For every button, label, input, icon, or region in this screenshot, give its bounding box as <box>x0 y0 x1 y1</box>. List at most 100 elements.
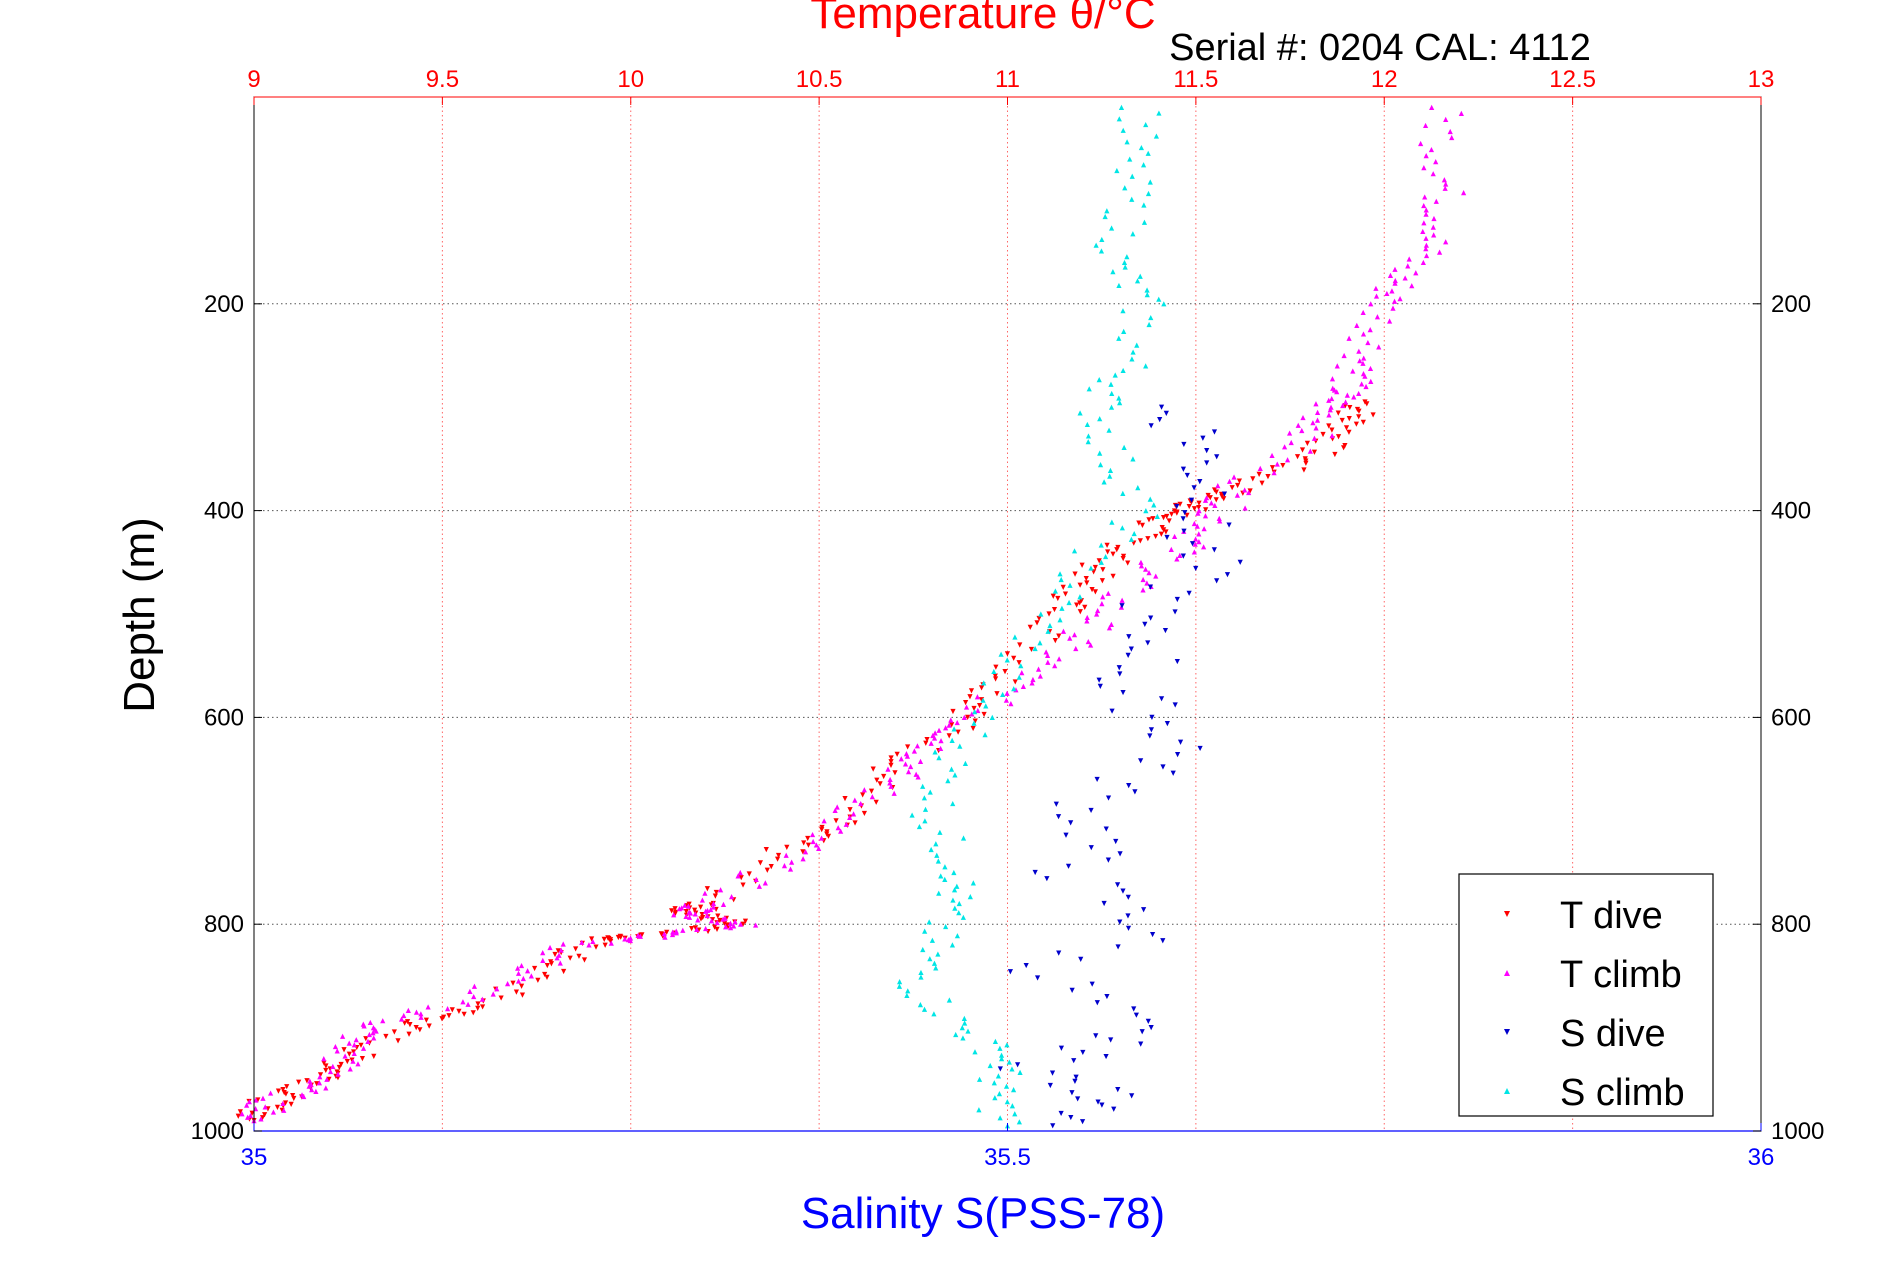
s-climb-point <box>916 823 923 830</box>
t-climb-point <box>1196 539 1202 545</box>
t-climb-point <box>622 936 628 942</box>
t-climb-point <box>270 1109 277 1115</box>
t-climb-point <box>1368 378 1374 384</box>
t-dive-point <box>1329 427 1335 433</box>
t-climb-point <box>371 1035 377 1041</box>
s-climb-point <box>972 709 978 715</box>
s-dive-point <box>1075 1096 1081 1102</box>
s-dive-point <box>997 1066 1003 1072</box>
t-climb-point <box>540 957 546 963</box>
t-climb-point <box>1376 344 1382 350</box>
t-dive-point <box>955 729 961 735</box>
t-climb-point <box>247 1112 254 1119</box>
s-dive-point <box>1186 590 1192 596</box>
right-tick-label: 1000 <box>1771 1118 1824 1145</box>
t-dive-point <box>740 882 746 888</box>
t-dive-point <box>1004 651 1011 657</box>
s-climb-point <box>949 737 955 743</box>
t-climb-point <box>1421 220 1427 226</box>
s-climb-point <box>1106 427 1112 433</box>
t-climb-point <box>1288 439 1294 446</box>
t-climb-point <box>1215 483 1221 489</box>
t-dive-point <box>669 908 675 914</box>
t-climb-point <box>832 807 838 814</box>
t-dive-point <box>498 995 504 1001</box>
t-climb-point <box>714 919 720 926</box>
t-climb-point <box>781 863 788 869</box>
t-dive-point <box>567 955 573 961</box>
t-climb-point <box>1314 409 1321 415</box>
chart-subtitle: Serial #: 0204 CAL: 4112 <box>1169 27 1591 69</box>
t-dive-point <box>721 920 728 927</box>
s-climb-point <box>1084 421 1090 428</box>
t-dive-point <box>1017 642 1023 648</box>
t-climb-point <box>1423 242 1429 248</box>
s-dive-point <box>1197 479 1203 485</box>
s-climb-point <box>936 755 942 761</box>
t-climb-point <box>1100 594 1106 600</box>
t-climb-point <box>558 947 564 953</box>
t-climb-point <box>1004 690 1010 696</box>
s-dive-point <box>1149 714 1155 720</box>
s-climb-point <box>936 890 942 896</box>
t-climb-point <box>1334 389 1340 395</box>
t-climb-point <box>1391 298 1398 304</box>
t-dive-point <box>672 906 678 912</box>
t-dive-point <box>304 1078 310 1084</box>
s-dive-point <box>1125 913 1131 919</box>
t-climb-point <box>301 1093 307 1100</box>
s-dive-point <box>1089 981 1095 987</box>
t-dive-point <box>280 1087 286 1093</box>
x-axis-label: Salinity S(PSS-78) <box>801 1189 1165 1238</box>
s-climb-point <box>1119 525 1125 531</box>
s-climb-point <box>1120 367 1126 374</box>
t-dive-point <box>1062 591 1069 597</box>
s-climb-point <box>1128 536 1134 542</box>
s-climb-point <box>1101 479 1107 485</box>
s-dive-point <box>1109 708 1115 714</box>
t-dive-point <box>470 1010 476 1016</box>
t-dive-point <box>709 917 716 923</box>
s-climb-point <box>956 900 962 907</box>
t-climb-point <box>418 1014 424 1020</box>
t-dive-point <box>456 1008 462 1014</box>
s-dive-point <box>1160 764 1166 770</box>
s-climb-point <box>1009 1103 1015 1109</box>
s-dive-point <box>1180 553 1186 559</box>
t-climb-point <box>504 981 511 987</box>
t-dive-point <box>1265 474 1271 480</box>
left-tick-label: 600 <box>204 704 244 731</box>
right-tick-label: 200 <box>1771 291 1811 318</box>
s-dive-point <box>1147 584 1154 590</box>
t-climb-point <box>694 926 700 932</box>
s-dive-point <box>1104 993 1110 1000</box>
t-dive-point <box>446 1013 452 1019</box>
top-tick-label: 10 <box>617 66 644 93</box>
t-dive-point <box>1364 401 1370 407</box>
t-climb-point <box>627 937 633 944</box>
s-climb-point <box>1016 1119 1022 1125</box>
s-climb-point <box>1143 363 1149 369</box>
t-climb-point <box>961 714 967 720</box>
t-dive-point <box>237 1109 243 1115</box>
t-dive-point <box>275 1088 282 1094</box>
s-climb-point <box>1140 162 1147 168</box>
s-dive-point <box>1069 987 1075 993</box>
s-climb-point <box>1156 296 1162 302</box>
t-dive-point <box>519 992 526 998</box>
t-dive-point <box>1034 620 1040 626</box>
s-climb-point <box>931 1011 937 1017</box>
t-climb-point <box>1329 395 1335 402</box>
t-climb-point <box>1030 676 1036 683</box>
s-climb-point <box>1151 502 1157 508</box>
t-dive-point <box>480 1004 486 1010</box>
t-dive-point <box>742 918 749 924</box>
t-climb-point <box>954 719 960 726</box>
t-climb-point <box>1357 358 1363 364</box>
t-dive-point <box>689 926 695 932</box>
t-climb-point <box>1436 249 1443 255</box>
t-climb-point <box>687 910 694 916</box>
s-dive-point <box>1148 615 1154 621</box>
s-climb-point <box>1010 1087 1017 1093</box>
t-dive-point <box>874 777 880 783</box>
